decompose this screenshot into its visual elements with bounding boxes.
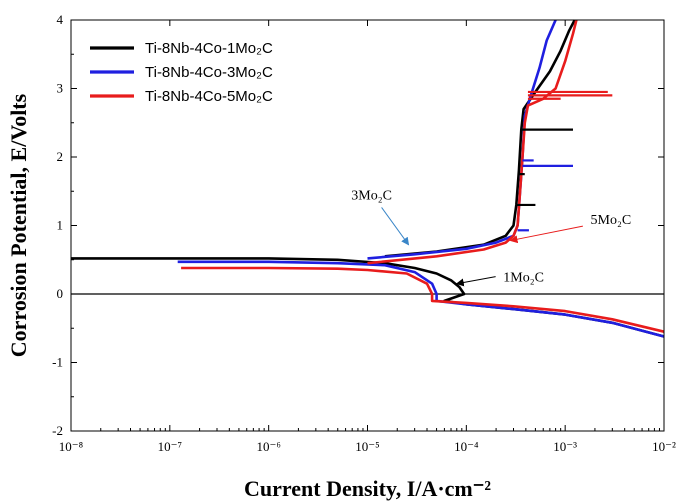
series-line-2	[367, 19, 557, 260]
series-line-1	[384, 19, 576, 258]
x-tick-label: 10⁻²	[652, 439, 676, 454]
y-tick-label: 3	[57, 81, 64, 96]
x-tick-label: 10⁻⁶	[256, 439, 280, 454]
x-tick-label: 10⁻⁸	[59, 439, 84, 454]
annotation-label: 1Mo₂C	[503, 271, 544, 286]
tick-layer: 10⁻⁸ 10⁻⁷ 10⁻⁶ 10⁻⁵ 10⁻⁴ 10⁻³ 10⁻² -2 -1 0 1 2 3 4	[52, 12, 676, 454]
y-tick-label: -2	[52, 423, 63, 438]
annotation-arrow	[381, 207, 410, 246]
y-axis-title: Corrosion Potential, E/Volts	[6, 93, 31, 357]
series-line-2	[177, 260, 665, 338]
annotation-arrow	[509, 225, 583, 244]
x-tick-label: 10⁻⁵	[355, 439, 379, 454]
series-line-3	[181, 266, 665, 333]
annotation-arrow	[455, 276, 496, 287]
legend-label-1: Ti-8Nb-4Co-1Mo₂C	[145, 40, 273, 57]
y-tick-label: 0	[57, 286, 64, 301]
y-tick-label: 1	[57, 218, 64, 233]
annotation-label: 5Mo₂C	[591, 213, 632, 228]
x-axis-title: Current Density, I/A·cm⁻²	[244, 476, 491, 501]
plot-frame	[70, 19, 665, 432]
annotation-layer: 3Mo₂C 5Mo₂C 1Mo₂C	[351, 188, 632, 287]
y-tick-label: 2	[57, 149, 64, 164]
x-tick-label: 10⁻³	[553, 439, 577, 454]
legend: Ti-8Nb-4Co-1Mo₂C Ti-8Nb-4Co-3Mo₂C Ti-8Nb-4…	[90, 40, 273, 105]
series-line-3	[367, 19, 578, 265]
x-tick-label: 10⁻⁷	[158, 439, 182, 454]
legend-label-2: Ti-8Nb-4Co-3Mo₂C	[145, 64, 273, 81]
annotation-label: 3Mo₂C	[351, 188, 392, 203]
y-tick-label: 4	[57, 12, 64, 27]
series-layer	[71, 19, 665, 338]
y-tick-label: -1	[52, 355, 63, 370]
x-tick-label: 10⁻⁴	[454, 439, 479, 454]
legend-label-3: Ti-8Nb-4Co-5Mo₂C	[145, 88, 273, 105]
spike-layer	[516, 90, 613, 232]
